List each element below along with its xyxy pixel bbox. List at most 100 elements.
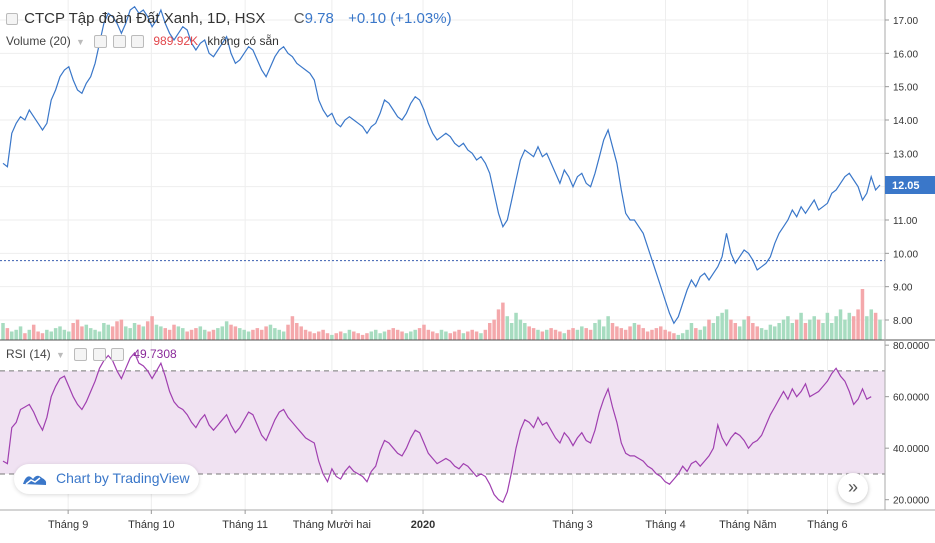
volume-bar (224, 321, 229, 340)
close-icon[interactable] (131, 35, 144, 49)
volume-bar (312, 333, 317, 340)
volume-bar (729, 319, 733, 340)
settings-icon[interactable] (92, 348, 106, 362)
volume-bar (593, 323, 597, 340)
volume-bar (658, 326, 663, 340)
volume-bar (707, 319, 711, 340)
volume-bar (360, 334, 365, 340)
volume-bar (777, 323, 781, 340)
volume-label[interactable]: Volume (20) (6, 34, 71, 48)
volume-bar (873, 312, 878, 340)
volume-bar (67, 331, 71, 340)
volume-bar (308, 331, 312, 340)
rsi-label[interactable]: RSI (14) (6, 347, 51, 361)
dropdown-arrow-icon[interactable]: ▼ (76, 37, 85, 47)
volume-bar (702, 326, 707, 340)
volume-bar (588, 329, 593, 340)
volume-bar (1, 323, 5, 340)
symbol-title[interactable]: CTCP Tập đoàn Đất Xanh, 1D, HSX (24, 10, 266, 27)
collapse-icon[interactable] (6, 13, 18, 26)
volume-bar (878, 319, 882, 340)
volume-bar (461, 333, 466, 340)
volume-bar (444, 331, 448, 340)
volume-bar (637, 324, 641, 340)
volume-unavailable: không có sẵn (207, 34, 279, 48)
tradingview-badge[interactable]: Chart by TradingView (14, 464, 199, 494)
volume-bar (781, 319, 786, 340)
volume-bar (479, 333, 483, 340)
volume-bar (286, 324, 290, 340)
close-icon[interactable] (110, 348, 124, 362)
volume-bar (163, 328, 167, 340)
volume-bar (84, 324, 89, 340)
price-tick-label: 14.00 (893, 116, 918, 127)
volume-bar (790, 323, 795, 340)
price-change: +0.10 (+1.03%) (348, 10, 452, 27)
volume-bar (202, 329, 207, 340)
scroll-to-latest-button[interactable]: » (838, 473, 868, 503)
volume-bar (119, 319, 124, 340)
volume-bar (417, 328, 422, 340)
eye-icon[interactable] (74, 348, 88, 362)
volume-bar (159, 326, 163, 340)
volume-bar (860, 289, 865, 340)
volume-bar (711, 323, 716, 340)
volume-value: 989.92K (153, 34, 199, 48)
double-chevron-right-icon: » (847, 477, 858, 497)
volume-bar (246, 331, 251, 340)
volume-bar (610, 323, 615, 340)
volume-bar (632, 323, 637, 340)
volume-bar (540, 331, 545, 340)
volume-bar (115, 321, 119, 340)
volume-bar (330, 334, 334, 340)
volume-bar (623, 329, 628, 340)
volume-bar (685, 329, 689, 340)
volume-bar (273, 328, 277, 340)
volume-bar (580, 326, 584, 340)
volume-bar (88, 328, 93, 340)
settings-icon[interactable] (112, 35, 126, 49)
volume-bar (154, 324, 159, 340)
volume-bar (645, 331, 650, 340)
volume-bar (369, 331, 374, 340)
volume-bar (663, 329, 667, 340)
eye-icon[interactable] (94, 35, 108, 49)
volume-bar (549, 328, 553, 340)
volume-bar (746, 316, 751, 340)
price-tick-label: 9.00 (893, 283, 913, 294)
volume-bar (672, 333, 676, 340)
volume-bar (650, 329, 654, 340)
volume-bar (492, 319, 496, 340)
volume-bar (27, 329, 32, 340)
time-tick-label: Tháng Năm (719, 519, 776, 531)
volume-bar (737, 326, 742, 340)
volume-bar (352, 331, 356, 340)
price-tick-label: 17.00 (893, 16, 918, 27)
price-series-line (2, 5, 881, 325)
dropdown-arrow-icon[interactable]: ▼ (56, 350, 65, 360)
volume-bar (299, 326, 303, 340)
volume-bar (211, 329, 216, 340)
volume-bar (62, 329, 67, 340)
tradingview-logo-icon (23, 475, 47, 485)
main-legend: CTCP Tập đoàn Đất Xanh, 1D, HSX C9.78 +0… (6, 10, 452, 27)
volume-bar (347, 329, 352, 340)
volume-bar (641, 328, 645, 340)
volume-bar (799, 312, 803, 340)
volume-bar (295, 323, 299, 340)
volume-bar (834, 316, 838, 340)
volume-bar (448, 333, 453, 340)
volume-bar (843, 319, 847, 340)
rsi-tick-label: 60.0000 (893, 393, 930, 404)
volume-bar (382, 331, 387, 340)
volume-bar (689, 323, 694, 340)
volume-bar (430, 331, 435, 340)
volume-bar (321, 329, 325, 340)
close-label: C (293, 10, 305, 27)
price-tick-label: 11.00 (893, 216, 918, 227)
rsi-band (0, 370, 885, 474)
close-value: 9.78 (304, 10, 334, 27)
volume-bar (238, 328, 242, 340)
